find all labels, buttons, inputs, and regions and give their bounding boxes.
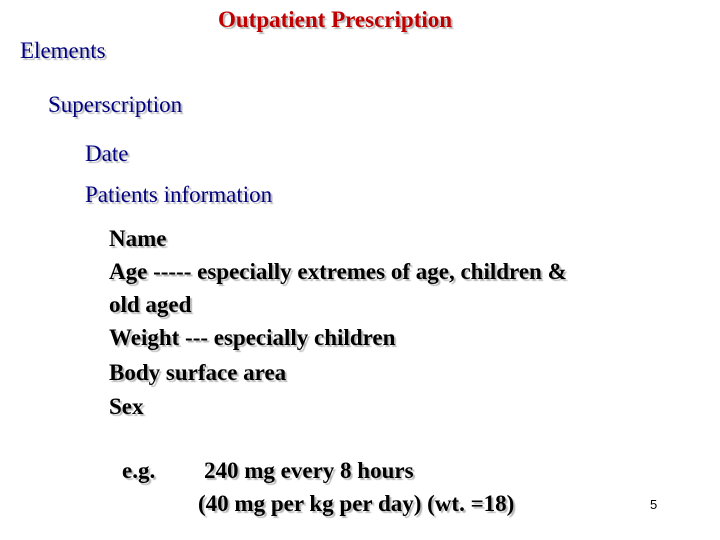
detail-name: Name [109, 226, 167, 251]
superscription-item: Superscription [48, 92, 183, 117]
page-number: 5 [650, 497, 658, 512]
detail-age-line1: Age ----- especially extremes of age, ch… [109, 259, 567, 284]
detail-weight: Weight --- especially children [109, 325, 396, 350]
detail-sex: Sex [109, 394, 144, 419]
example-line1: 240 mg every 8 hours [204, 458, 414, 483]
example-label: e.g. [122, 458, 156, 483]
detail-age-line2: old aged [109, 292, 192, 317]
date-item: Date [85, 141, 129, 166]
slide-title: Outpatient Prescription [218, 7, 453, 32]
detail-body-surface-area: Body surface area [109, 360, 287, 385]
example-line2: (40 mg per kg per day) (wt. =18) [198, 491, 515, 516]
elements-heading: Elements [20, 38, 106, 63]
patients-information-item: Patients information [85, 182, 273, 207]
